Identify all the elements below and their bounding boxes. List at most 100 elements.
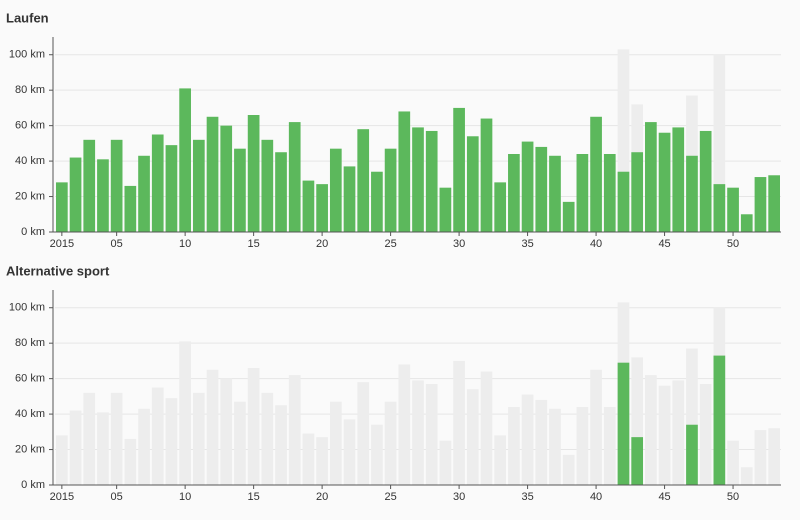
bar [672, 127, 685, 232]
bar [110, 139, 123, 232]
total-bar [521, 394, 534, 485]
total-bar [138, 408, 150, 485]
bar [288, 122, 301, 232]
total-bar [480, 371, 493, 485]
total-bar [590, 369, 602, 485]
bar [631, 152, 644, 232]
bar [645, 122, 657, 232]
total-bar [535, 399, 548, 485]
bar [617, 171, 630, 232]
x-tick-label: 40 [590, 491, 602, 503]
x-tick-label: 50 [727, 491, 739, 503]
total-bar [562, 454, 575, 485]
bar [302, 180, 315, 232]
bar [508, 154, 520, 232]
y-tick-label: 80 km [15, 337, 45, 349]
total-bar [617, 49, 630, 233]
total-bar [686, 348, 698, 485]
total-bar [603, 407, 616, 485]
total-bar [412, 380, 424, 485]
total-bar [727, 440, 739, 485]
total-bar [576, 407, 589, 485]
bar [179, 88, 191, 232]
bar [535, 146, 548, 232]
x-tick-label: 15 [247, 491, 259, 503]
bar [562, 201, 575, 232]
bar [329, 148, 342, 232]
x-tick-label: 20 [316, 491, 328, 503]
chart-title: Laufen [6, 10, 49, 25]
bar [83, 139, 96, 232]
total-bar [754, 430, 767, 485]
bar [699, 130, 712, 232]
y-tick-label: 100 km [9, 49, 45, 61]
total-bar [672, 380, 685, 485]
total-bar [494, 435, 507, 485]
bar [658, 132, 671, 232]
bar [192, 139, 205, 232]
x-tick-label: 45 [658, 238, 670, 250]
bar [247, 115, 260, 232]
total-bar [439, 440, 452, 485]
total-bar [549, 408, 561, 485]
y-tick-label: 40 km [15, 408, 45, 420]
bar [398, 111, 411, 232]
bar [425, 130, 438, 232]
bar [686, 424, 698, 485]
total-bar [151, 387, 164, 485]
bar [754, 177, 767, 232]
bar [97, 159, 109, 232]
x-tick-label: 25 [384, 238, 396, 250]
total-bar [357, 382, 370, 485]
bar [316, 184, 328, 232]
y-tick-label: 80 km [15, 84, 45, 96]
bar [275, 152, 287, 232]
bar [631, 437, 644, 485]
x-tick-label: 2015 [50, 238, 74, 250]
total-bar [631, 357, 644, 485]
x-tick-label: 20 [316, 238, 328, 250]
bar [138, 155, 150, 232]
bar [343, 166, 356, 232]
total-bar [247, 368, 260, 485]
bar [56, 182, 68, 232]
bar [220, 125, 233, 232]
bar [151, 134, 164, 232]
total-bar [384, 401, 397, 485]
y-tick-label: 0 km [21, 226, 45, 238]
x-tick-label: 50 [727, 238, 739, 250]
total-bar [192, 392, 205, 485]
x-tick-label: 35 [521, 238, 533, 250]
bar [261, 139, 274, 232]
x-tick-label: 25 [384, 491, 396, 503]
bar [453, 107, 465, 232]
bar [357, 129, 370, 232]
x-tick-label: 40 [590, 238, 602, 250]
bar [768, 175, 780, 232]
bar [494, 182, 507, 232]
total-bar [768, 428, 780, 485]
total-bar [302, 433, 315, 485]
x-tick-label: 10 [179, 491, 191, 503]
total-bar [124, 438, 137, 485]
total-bar [261, 392, 274, 485]
bar [124, 185, 137, 232]
y-tick-label: 60 km [15, 373, 45, 385]
bar [521, 141, 534, 232]
total-bar [329, 401, 342, 485]
total-bar [110, 392, 123, 485]
bar [603, 154, 616, 232]
total-bar [69, 410, 82, 485]
x-tick-label: 35 [521, 491, 533, 503]
total-bar [165, 398, 178, 485]
bar [576, 154, 589, 232]
total-bar [425, 383, 438, 485]
bar [69, 157, 82, 232]
y-tick-label: 60 km [15, 120, 45, 132]
y-tick-label: 20 km [15, 443, 45, 455]
total-bar [56, 435, 68, 485]
bar [384, 148, 397, 232]
chart-title: Alternative sport [6, 263, 110, 278]
bar [590, 116, 602, 232]
